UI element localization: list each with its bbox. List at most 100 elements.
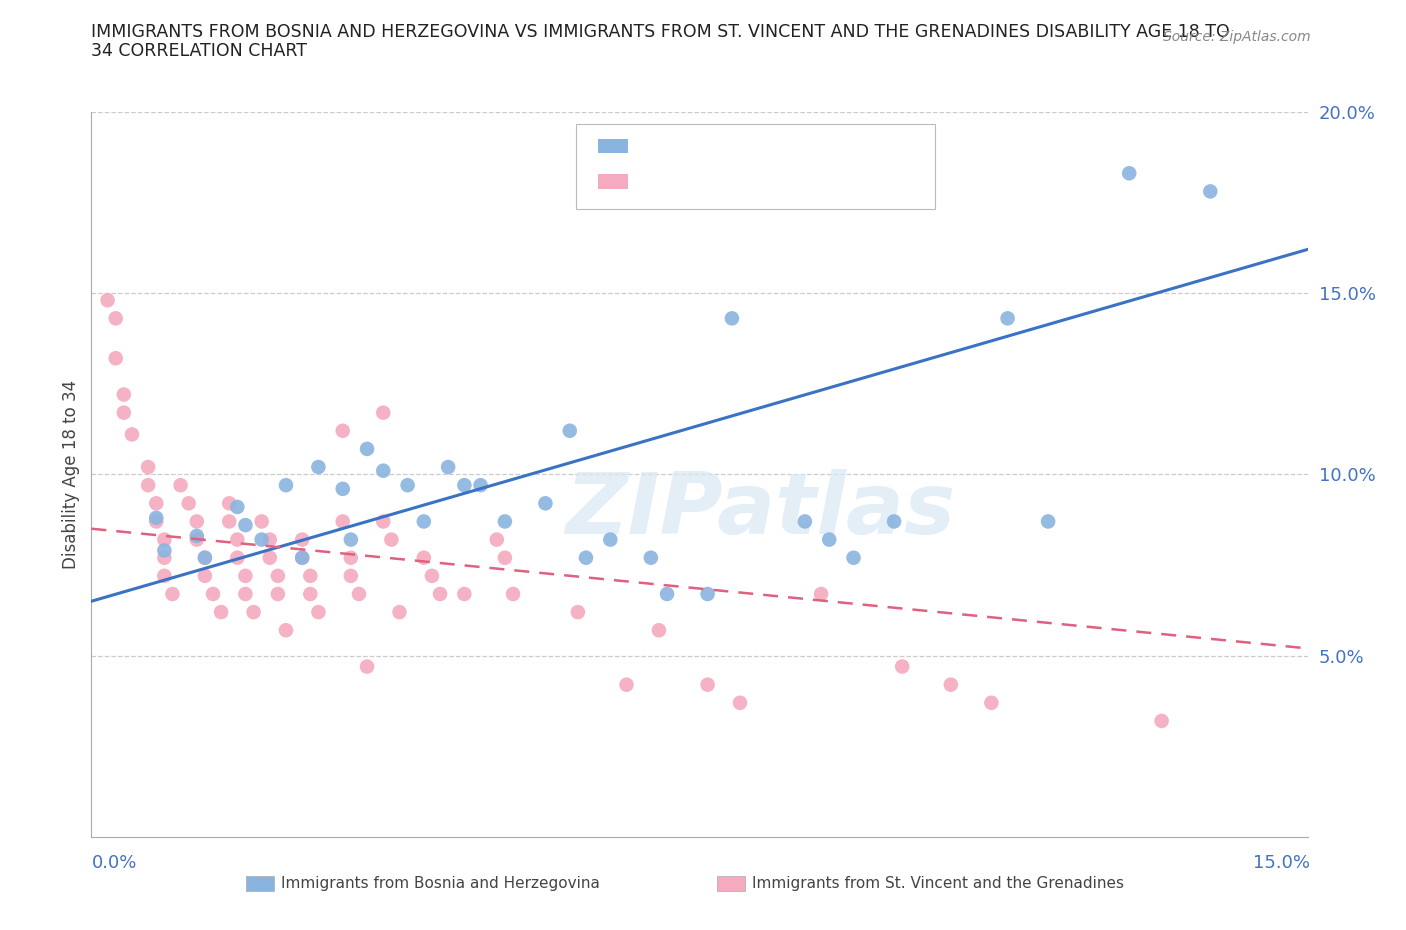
- Point: [209, 604, 232, 619]
- Point: [226, 551, 249, 565]
- Point: [226, 499, 249, 514]
- Text: R =: R =: [637, 137, 673, 155]
- Point: [599, 532, 621, 547]
- Point: [194, 568, 217, 583]
- Point: [177, 496, 200, 511]
- Point: [104, 351, 127, 365]
- Point: [332, 423, 354, 438]
- Point: [226, 532, 249, 547]
- Point: [534, 496, 557, 511]
- Point: [332, 514, 354, 529]
- Point: [388, 604, 411, 619]
- Text: Source: ZipAtlas.com: Source: ZipAtlas.com: [1163, 30, 1310, 44]
- Point: [186, 532, 208, 547]
- Point: [250, 532, 273, 547]
- Y-axis label: Disability Age 18 to 34: Disability Age 18 to 34: [62, 379, 80, 569]
- Point: [218, 514, 240, 529]
- Point: [186, 528, 208, 543]
- Point: [696, 677, 718, 692]
- Point: [186, 514, 208, 529]
- Point: [616, 677, 638, 692]
- Point: [274, 623, 297, 638]
- Point: [373, 514, 395, 529]
- Point: [235, 568, 257, 583]
- Point: [194, 551, 217, 565]
- Point: [980, 696, 1002, 711]
- Point: [307, 604, 329, 619]
- Point: [818, 532, 841, 547]
- Text: ZIPatlas: ZIPatlas: [565, 469, 956, 552]
- Point: [696, 587, 718, 602]
- Point: [842, 551, 865, 565]
- Point: [145, 496, 167, 511]
- Point: [494, 514, 516, 529]
- Point: [1150, 713, 1173, 728]
- Text: 15.0%: 15.0%: [1253, 854, 1310, 872]
- Text: 67: 67: [770, 172, 792, 191]
- Point: [153, 568, 176, 583]
- Text: N =: N =: [735, 172, 772, 191]
- Point: [153, 543, 176, 558]
- Point: [259, 551, 281, 565]
- Point: [939, 677, 962, 692]
- Point: [340, 551, 363, 565]
- Point: [162, 587, 184, 602]
- Point: [793, 514, 815, 529]
- Point: [429, 587, 451, 602]
- Point: [356, 659, 378, 674]
- Point: [299, 568, 322, 583]
- Point: [997, 311, 1019, 325]
- Point: [494, 551, 516, 565]
- Point: [235, 518, 257, 533]
- Point: [112, 387, 135, 402]
- Point: [1036, 514, 1059, 529]
- Point: [502, 587, 524, 602]
- Point: [648, 623, 671, 638]
- Point: [453, 587, 475, 602]
- Point: [235, 587, 257, 602]
- Point: [567, 604, 589, 619]
- Point: [891, 659, 914, 674]
- Point: [145, 514, 167, 529]
- Text: R =: R =: [637, 172, 673, 191]
- Point: [396, 478, 419, 493]
- Point: [728, 696, 751, 711]
- Text: Immigrants from Bosnia and Herzegovina: Immigrants from Bosnia and Herzegovina: [281, 876, 600, 891]
- Point: [332, 482, 354, 497]
- Point: [307, 459, 329, 474]
- Point: [558, 423, 581, 438]
- Text: 36: 36: [770, 137, 792, 155]
- Point: [373, 405, 395, 420]
- Point: [145, 511, 167, 525]
- Point: [883, 514, 905, 529]
- Point: [250, 514, 273, 529]
- Point: [267, 587, 290, 602]
- Point: [470, 478, 492, 493]
- Point: [259, 532, 281, 547]
- Point: [291, 551, 314, 565]
- Point: [373, 463, 395, 478]
- Point: [575, 551, 598, 565]
- Point: [655, 587, 678, 602]
- Point: [340, 532, 363, 547]
- Point: [202, 587, 225, 602]
- Text: IMMIGRANTS FROM BOSNIA AND HERZEGOVINA VS IMMIGRANTS FROM ST. VINCENT AND THE GR: IMMIGRANTS FROM BOSNIA AND HERZEGOVINA V…: [91, 23, 1230, 41]
- Point: [453, 478, 475, 493]
- Text: N =: N =: [735, 137, 772, 155]
- Point: [412, 514, 434, 529]
- Point: [291, 551, 314, 565]
- Point: [340, 568, 363, 583]
- Text: 34 CORRELATION CHART: 34 CORRELATION CHART: [91, 42, 308, 60]
- Point: [136, 478, 159, 493]
- Point: [136, 459, 159, 474]
- Point: [485, 532, 508, 547]
- Point: [412, 551, 434, 565]
- Point: [420, 568, 443, 583]
- Point: [380, 532, 402, 547]
- Point: [153, 551, 176, 565]
- Point: [169, 478, 191, 493]
- Point: [153, 532, 176, 547]
- Point: [97, 293, 120, 308]
- Point: [112, 405, 135, 420]
- Point: [218, 496, 240, 511]
